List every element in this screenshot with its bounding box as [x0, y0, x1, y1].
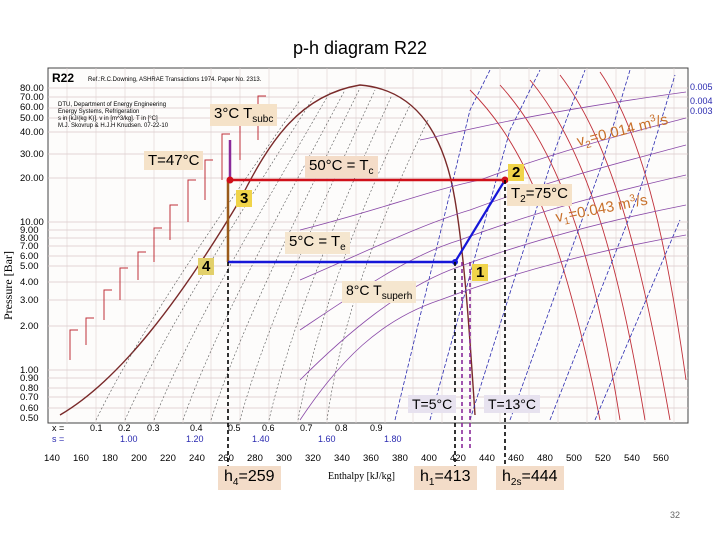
svg-text:0.4: 0.4 — [190, 423, 203, 433]
t2-label: T2=75°C — [507, 184, 573, 206]
t47-label: T=47°C — [144, 151, 204, 170]
svg-text:x =: x = — [52, 423, 64, 433]
ytick: 6.00 — [20, 251, 39, 262]
svg-text:Ref.:R.C.Downing, ASHRAE Trans: Ref.:R.C.Downing, ASHRAE Transactions 19… — [88, 77, 262, 83]
x-axis-label: Enthalpy [kJ/kg] — [328, 471, 395, 482]
svg-text:220: 220 — [160, 453, 176, 464]
svg-text:0.6: 0.6 — [262, 423, 275, 433]
svg-text:0.5: 0.5 — [228, 423, 241, 433]
right-axis-labels: 0.005 0.004 0.003 — [690, 82, 713, 116]
point-2-label: 2 — [508, 164, 525, 181]
svg-text:200: 200 — [131, 453, 147, 464]
ytick: 10.00 — [20, 217, 44, 228]
h2s-label: h2s=444 — [496, 466, 564, 491]
y-axis-ticks: 80.00 70.00 60.00 50.00 40.00 30.00 20.0… — [20, 83, 44, 424]
svg-text:160: 160 — [73, 453, 89, 464]
ytick: 0.70 — [20, 392, 39, 403]
svg-text:500: 500 — [566, 453, 582, 464]
ytick: 7.00 — [20, 241, 39, 252]
ytick: 60.00 — [20, 102, 44, 113]
x-axis-ticks: 140 160 180 200 220 240 260 280 300 320 … — [44, 453, 669, 464]
svg-text:1.40: 1.40 — [252, 434, 270, 444]
t5-label: T=5°C — [408, 395, 457, 413]
svg-text:0.005: 0.005 — [690, 82, 713, 92]
tc-label: 50°C = Tc — [305, 156, 378, 178]
svg-text:360: 360 — [363, 453, 379, 464]
point-1-label: 1 — [472, 264, 489, 281]
svg-text:1.60: 1.60 — [318, 434, 336, 444]
ytick: 2.00 — [20, 321, 39, 332]
svg-text:DTU, Department of Energy Engi: DTU, Department of Energy Engineering — [58, 102, 166, 108]
svg-text:M.J. Skovrup & H.J.H Knudsen.: M.J. Skovrup & H.J.H Knudsen. 07-22-10 — [58, 123, 169, 129]
page-title: p-h diagram R22 — [292, 38, 428, 58]
svg-text:340: 340 — [334, 453, 350, 464]
ytick: 4.00 — [20, 277, 39, 288]
svg-text:440: 440 — [479, 453, 495, 464]
svg-text:140: 140 — [44, 453, 60, 464]
isentropic-lines — [394, 69, 681, 421]
svg-text:560: 560 — [653, 453, 669, 464]
svg-text:480: 480 — [537, 453, 553, 464]
svg-text:0.7: 0.7 — [300, 423, 313, 433]
ytick: 8.00 — [20, 233, 39, 244]
ytick: 50.00 — [20, 113, 44, 124]
ytick: 80.00 — [20, 83, 44, 94]
svg-text:280: 280 — [247, 453, 263, 464]
svg-text:1.00: 1.00 — [120, 434, 138, 444]
svg-text:R22: R22 — [52, 71, 74, 85]
svg-text:180: 180 — [102, 453, 118, 464]
svg-text:240: 240 — [189, 453, 205, 464]
svg-text:s in [kJ/(kg K)]. v in [m^3/kg: s in [kJ/(kg K)]. v in [m^3/kg]. T in [°… — [58, 116, 158, 122]
svg-text:460: 460 — [508, 453, 524, 464]
ytick: 5.00 — [20, 261, 39, 272]
ytick: 40.00 — [20, 127, 44, 138]
y-axis-label: Pressure [Bar] — [1, 251, 15, 320]
svg-text:380: 380 — [392, 453, 408, 464]
chart-header: R22 Ref.:R.C.Downing, ASHRAE Transaction… — [52, 71, 262, 129]
quality-row: x = 0.1 0.2 0.3 0.4 0.5 0.6 0.7 0.8 0.9 … — [52, 423, 402, 444]
svg-text:s =: s = — [52, 434, 64, 444]
ytick: 0.60 — [20, 403, 39, 414]
ytick: 0.50 — [20, 413, 39, 424]
tsubc-label: 3°C Tsubc — [210, 104, 278, 126]
h4-label: h4=259 — [218, 466, 281, 491]
t13-label: T=13°C — [484, 395, 541, 413]
svg-text:0.3: 0.3 — [147, 423, 160, 433]
tsuperh-label: 8°C Tsuperh — [342, 281, 417, 303]
point-4-label: 4 — [198, 258, 215, 275]
ytick: 9.00 — [20, 225, 39, 236]
ytick: 1.00 — [20, 365, 39, 376]
svg-text:Energy Systems, Refrigeration: Energy Systems, Refrigeration — [58, 109, 139, 115]
svg-text:0.1: 0.1 — [90, 423, 103, 433]
saturation-dome — [59, 84, 476, 416]
h1-label: h1=413 — [414, 466, 477, 491]
point-3-marker — [226, 176, 234, 184]
point-3-label: 3 — [236, 190, 253, 207]
svg-text:520: 520 — [595, 453, 611, 464]
svg-text:320: 320 — [305, 453, 321, 464]
ytick: 70.00 — [20, 92, 44, 103]
chart-frame — [47, 67, 689, 424]
compression-line — [454, 179, 506, 263]
svg-text:540: 540 — [624, 453, 640, 464]
svg-text:400: 400 — [421, 453, 437, 464]
svg-text:0.8: 0.8 — [335, 423, 348, 433]
svg-text:0.2: 0.2 — [118, 423, 131, 433]
ytick: 20.00 — [20, 173, 44, 184]
svg-text:420: 420 — [450, 453, 466, 464]
svg-text:0.004: 0.004 — [690, 96, 713, 106]
ytick: 30.00 — [20, 149, 44, 160]
te-label: 5°C = Te — [285, 232, 350, 254]
svg-text:1.20: 1.20 — [186, 434, 204, 444]
svg-text:260: 260 — [218, 453, 234, 464]
page-number: 32 — [669, 510, 680, 520]
svg-text:0.003: 0.003 — [690, 106, 713, 116]
svg-text:300: 300 — [276, 453, 292, 464]
ytick: 0.90 — [20, 373, 39, 384]
svg-text:0.9: 0.9 — [370, 423, 383, 433]
svg-text:1.80: 1.80 — [384, 434, 402, 444]
ytick: 0.80 — [20, 383, 39, 394]
ytick: 3.00 — [20, 295, 39, 306]
